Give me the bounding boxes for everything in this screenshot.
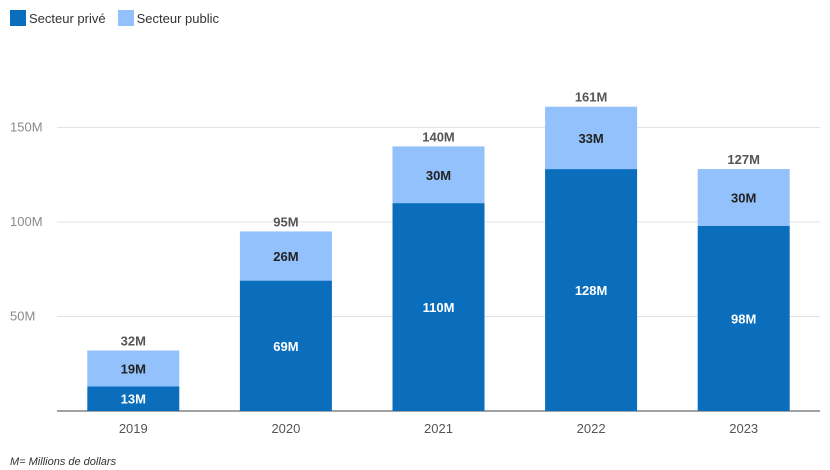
bar-public	[87, 350, 180, 387]
bar-value-label: 13M	[121, 392, 146, 407]
bar-private	[239, 280, 332, 411]
y-tick-label: 50M	[10, 309, 35, 324]
bar-value-label: 30M	[731, 190, 756, 205]
x-tick-label: 2020	[271, 421, 300, 436]
legend-label-public: Secteur public	[136, 10, 219, 26]
chart-legend: Secteur privé Secteur public	[10, 10, 219, 26]
legend-swatch-private	[10, 10, 26, 26]
bar-value-label: 128M	[575, 283, 608, 298]
bar-value-label: 98M	[731, 311, 756, 326]
legend-label-private: Secteur privé	[29, 10, 106, 26]
bar-private	[545, 169, 638, 411]
bar-private	[87, 386, 180, 411]
bar-total-label: 161M	[575, 90, 608, 105]
x-tick-label: 2021	[424, 421, 453, 436]
bar-total-label: 95M	[273, 214, 298, 229]
legend-item-private[interactable]: Secteur privé	[10, 10, 106, 26]
bar-private	[392, 203, 485, 411]
legend-item-public[interactable]: Secteur public	[117, 10, 219, 26]
bar-private	[697, 225, 790, 411]
chart-footnote: M= Millions de dollars	[10, 456, 117, 468]
bar-total-label: 127M	[727, 152, 760, 167]
x-tick-label: 2023	[729, 421, 758, 436]
y-tick-label: 100M	[10, 214, 43, 229]
bar-public	[697, 169, 790, 226]
bar-total-label: 140M	[422, 129, 455, 144]
x-tick-label: 2022	[577, 421, 606, 436]
bar-public	[392, 146, 485, 204]
bar-public	[239, 231, 332, 281]
bar-public	[545, 106, 638, 170]
bar-value-label: 69M	[273, 339, 298, 354]
y-tick-label: 150M	[10, 120, 43, 135]
bar-value-label: 26M	[273, 249, 298, 264]
bar-value-label: 19M	[121, 361, 146, 376]
x-tick-label: 2019	[119, 421, 148, 436]
legend-swatch-public	[117, 10, 134, 26]
bar-value-label: 110M	[423, 300, 455, 315]
bar-value-label: 33M	[578, 131, 603, 146]
bar-total-label: 32M	[121, 334, 146, 349]
bar-value-label: 30M	[426, 168, 451, 183]
